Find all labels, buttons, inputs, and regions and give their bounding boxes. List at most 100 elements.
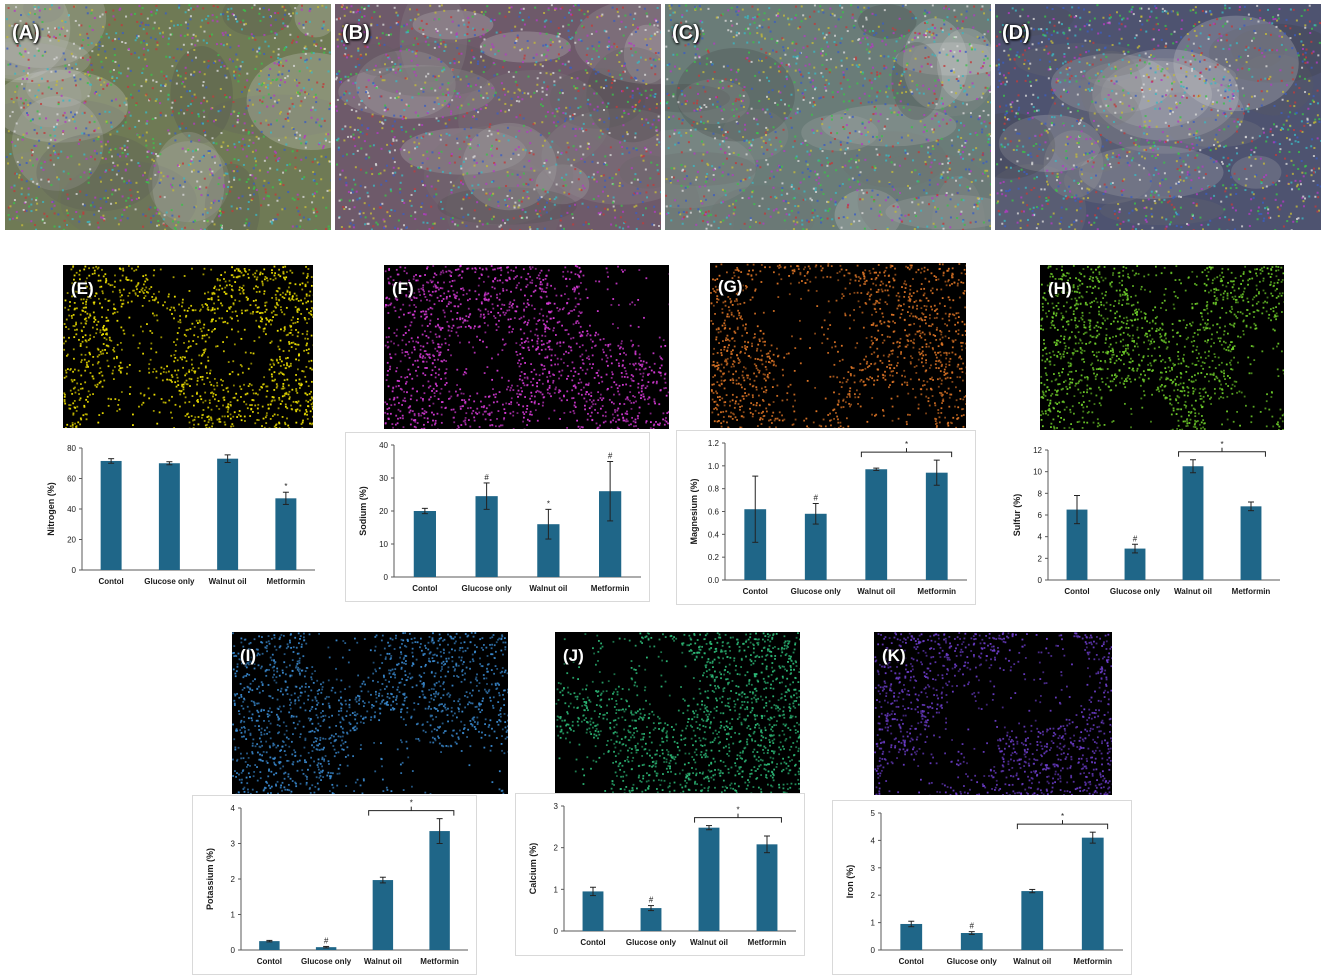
- panel-label-f: (F): [392, 279, 414, 298]
- bar: [429, 831, 450, 950]
- y-tick-label: 30: [379, 474, 388, 483]
- x-tick-label: Glucose only: [791, 587, 842, 596]
- bar: [925, 472, 948, 580]
- panel-label-h: (H): [1048, 279, 1072, 298]
- significance-mark: #: [970, 922, 975, 931]
- significance-bracket: [694, 817, 782, 823]
- x-tick-label: Glucose only: [626, 938, 677, 947]
- x-tick-label: Metformin: [917, 587, 956, 596]
- map-panel-h: (H): [1040, 265, 1284, 430]
- y-tick-label: 4: [1038, 533, 1043, 542]
- chart-sulfur-svg: 0 2 4 6 8 10 12 Sulfur (%) Contol # Glucose only Wa…: [1012, 440, 1280, 596]
- chart-potassium: 0 1 2 3 4 Potassium (%) Contol # Glucose only Wal…: [192, 795, 477, 975]
- bar: [259, 941, 280, 950]
- sem-panel-b: (B): [335, 4, 661, 230]
- x-tick-label: Glucose only: [301, 957, 352, 966]
- bracket-label: *: [410, 799, 413, 808]
- y-tick-label: 0: [871, 946, 876, 955]
- x-tick-label: Metformin: [748, 938, 787, 947]
- y-tick-label: 40: [67, 505, 76, 514]
- x-tick-label: Glucose only: [144, 577, 195, 586]
- y-axis-label: Magnesium (%): [689, 478, 699, 544]
- bar: [582, 891, 604, 931]
- bar: [1182, 466, 1204, 580]
- panel-label-c: (C): [672, 22, 700, 44]
- map-image-e: [63, 265, 313, 428]
- significance-mark: *: [547, 499, 550, 508]
- y-tick-label: 20: [379, 507, 388, 516]
- panel-label-j: (J): [563, 646, 584, 665]
- significance-mark: #: [484, 473, 489, 482]
- sem-image-b: [335, 4, 661, 230]
- bracket-label: *: [1061, 812, 1064, 821]
- sem-panel-c: (C): [665, 4, 991, 230]
- map-panel-g: (G): [710, 263, 966, 428]
- chart-nitrogen-svg: 0 20 40 60 80 Nitrogen (%) Contol Glucose only W…: [46, 444, 315, 586]
- panel-label-k: (K): [882, 646, 906, 665]
- significance-mark: #: [649, 896, 654, 905]
- chart-magnesium-svg: 0.0 0.2 0.4 0.6 0.8 1.0 1.2 Magnesium (%) Contol…: [689, 439, 967, 596]
- y-tick-label: 20: [67, 536, 76, 545]
- bar: [100, 460, 122, 570]
- y-tick-label: 1: [871, 919, 876, 928]
- significance-mark: #: [1133, 534, 1138, 543]
- y-tick-label: 2: [1038, 554, 1043, 563]
- bar: [275, 498, 297, 570]
- map-image-k: [874, 632, 1112, 795]
- chart-calcium-svg: 0 1 2 3 Calcium (%) Contol # Glucose only Walnut…: [528, 802, 796, 947]
- x-tick-label: Walnut oil: [529, 584, 567, 593]
- y-axis-label: Potassium (%): [205, 848, 215, 910]
- significance-bracket: [1016, 823, 1109, 830]
- y-tick-label: 0: [72, 566, 77, 575]
- bar: [744, 509, 767, 580]
- map-image-f: [384, 265, 669, 429]
- significance-mark: #: [814, 494, 819, 503]
- y-tick-label: 0.6: [708, 508, 720, 517]
- x-tick-label: Glucose only: [1110, 587, 1161, 596]
- map-panel-i: (I): [232, 632, 508, 794]
- x-tick-label: Walnut oil: [1174, 587, 1212, 596]
- bar: [804, 513, 827, 580]
- bracket-label: *: [905, 440, 908, 449]
- bar: [865, 469, 888, 580]
- y-tick-label: 10: [379, 540, 388, 549]
- x-tick-label: Metformin: [591, 584, 630, 593]
- panel-label-g: (G): [718, 277, 743, 296]
- bar: [1081, 837, 1104, 950]
- x-tick-label: Contol: [98, 577, 123, 586]
- x-tick-label: Contol: [899, 957, 924, 966]
- x-tick-label: Walnut oil: [209, 577, 247, 586]
- y-axis-label: Sodium (%): [358, 486, 368, 536]
- x-tick-label: Contol: [257, 957, 282, 966]
- bar: [756, 844, 778, 931]
- chart-sodium-svg: 0 10 20 30 40 Sodium (%) Contol # Glucose only * W…: [358, 441, 641, 593]
- panel-label-d: (D): [1002, 22, 1030, 44]
- y-tick-label: 2: [554, 844, 559, 853]
- x-tick-label: Walnut oil: [1013, 957, 1051, 966]
- x-tick-label: Contol: [412, 584, 437, 593]
- sem-panel-a: (A): [5, 4, 331, 230]
- y-tick-label: 1: [231, 911, 236, 920]
- x-tick-label: Contol: [580, 938, 605, 947]
- significance-bracket: [368, 810, 455, 816]
- map-image-h: [1040, 265, 1284, 430]
- x-tick-label: Walnut oil: [364, 957, 402, 966]
- bar: [698, 827, 720, 931]
- y-tick-label: 1.2: [708, 439, 720, 448]
- x-tick-label: Contol: [1064, 587, 1089, 596]
- bar: [158, 463, 180, 570]
- y-tick-label: 12: [1033, 446, 1042, 455]
- panel-label-b: (B): [342, 22, 370, 44]
- significance-mark: *: [284, 482, 287, 491]
- bar: [1240, 506, 1262, 580]
- map-image-g: [710, 263, 966, 428]
- bar: [960, 933, 983, 950]
- chart-iron: 0 1 2 3 4 5 Iron (%) Contol # Glucose only Walnut …: [832, 800, 1132, 975]
- bar: [1124, 548, 1146, 580]
- bar: [475, 496, 498, 577]
- y-tick-label: 2: [871, 891, 876, 900]
- bar: [900, 923, 923, 950]
- bar: [315, 947, 337, 950]
- x-tick-label: Contol: [743, 587, 768, 596]
- y-tick-label: 0: [231, 946, 236, 955]
